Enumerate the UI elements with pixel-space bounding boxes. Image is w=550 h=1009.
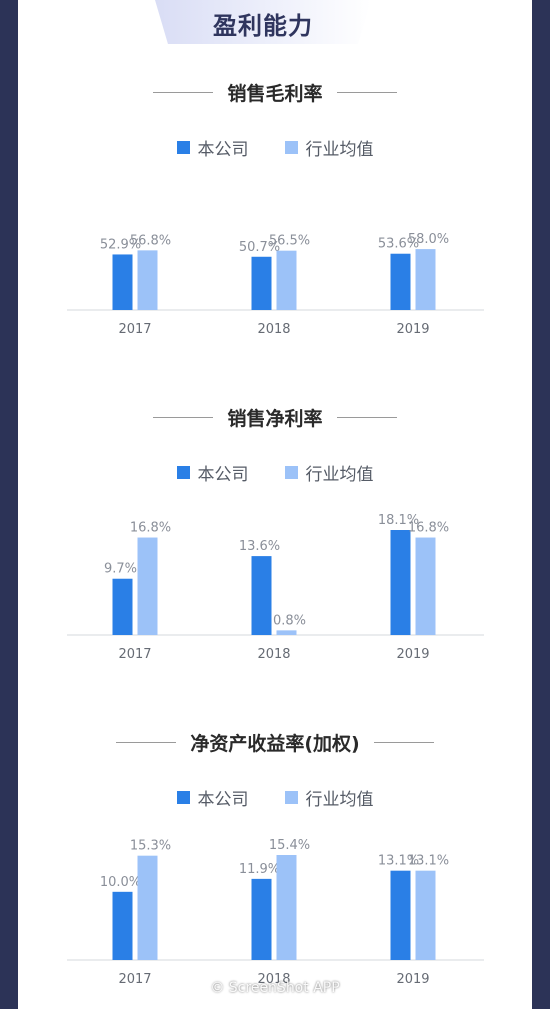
bar-chart-roe: 10.0% 15.3% 2017 11.9% 15.4% 2018 13.1%13.1% 20… (67, 838, 484, 987)
legend-item-company: 本公司 (176, 460, 249, 485)
chart-title: 净资产收益率(加权) (190, 732, 360, 755)
title-divider-left (116, 741, 177, 743)
data-label-company-2019: 53.6% (378, 237, 419, 252)
chart-title-row: 销售净利率 (0, 405, 550, 430)
chart-section-roe: 净资产收益率(加权) 本公司 行业均值 10.0% 15.3% 2017 11.9% 1… (0, 660, 550, 987)
title-divider-right (373, 741, 434, 743)
legend-item-industry: 行业均值 (284, 785, 374, 810)
x-tick-label-2018: 2018 (257, 647, 290, 662)
chart-title: 销售净利率 (227, 407, 323, 430)
bar-industry-2018 (276, 855, 297, 960)
data-label-company-2017: 9.7% (104, 562, 137, 577)
x-tick-label-2019: 2019 (396, 647, 429, 662)
legend-swatch-company (176, 465, 190, 479)
x-tick-label-2018: 2018 (257, 322, 290, 337)
bar-industry-2018 (276, 630, 297, 635)
bar-company-2017 (112, 891, 133, 960)
bar-company-2018 (251, 878, 272, 960)
report-card (18, 0, 532, 1009)
chart-section-net-margin: 销售净利率 本公司 行业均值 9.7% 16.8% 2017 13.6% 0.8% 201… (0, 335, 550, 662)
bar-company-2019 (390, 253, 411, 310)
legend-label-industry: 行业均值 (305, 139, 374, 160)
bar-industry-2017 (137, 250, 158, 310)
bar-company-2018 (251, 556, 272, 635)
title-divider-left (153, 416, 214, 418)
bar-industry-2018 (276, 250, 297, 310)
chart-legend: 本公司 行业均值 (0, 785, 550, 810)
chart-title-row: 销售毛利率 (0, 80, 550, 105)
chart-title-row: 净资产收益率(加权) (0, 730, 550, 755)
legend-item-industry: 行业均值 (284, 460, 374, 485)
legend-swatch-company (176, 790, 190, 804)
data-label-company-2017: 10.0% (100, 875, 141, 890)
x-tick-label-2017: 2017 (118, 647, 151, 662)
legend-swatch-company (176, 140, 190, 154)
legend-label-industry: 行业均值 (305, 464, 374, 485)
bar-company-2017 (112, 578, 133, 635)
legend-label-company: 本公司 (197, 464, 249, 485)
data-label-company-2018: 50.7% (239, 240, 280, 255)
legend-swatch-industry (284, 465, 298, 479)
data-label-company-2019: 18.1% (378, 513, 419, 528)
bar-industry-2017 (137, 537, 158, 635)
data-label-industry-2018: 56.5% (269, 234, 310, 249)
data-label-company-2018: 11.9% (239, 862, 280, 877)
bar-company-2018 (251, 256, 272, 310)
data-label-industry-2017: 15.3% (130, 839, 171, 854)
data-label-industry-2017: 56.8% (130, 233, 171, 248)
title-divider-right (336, 416, 397, 418)
x-tick-label-2019: 2019 (396, 322, 429, 337)
legend-item-industry: 行业均值 (284, 135, 374, 160)
x-tick-label-2017: 2017 (118, 972, 151, 987)
data-label-industry-2018: 0.8% (273, 613, 306, 628)
chart-legend: 本公司 行业均值 (0, 135, 550, 160)
x-tick-label-2018: 2018 (257, 972, 290, 987)
chart-title: 销售毛利率 (227, 82, 323, 105)
data-label-industry-2019: 58.0% (408, 232, 449, 247)
legend-label-company: 本公司 (197, 139, 249, 160)
bar-industry-2017 (137, 855, 158, 960)
bar-industry-2019 (415, 249, 436, 310)
data-label-company-2018: 13.6% (239, 539, 280, 554)
data-label-industry-2019: 13.1% (408, 854, 449, 869)
title-divider-left (153, 91, 214, 93)
x-tick-label-2019: 2019 (396, 972, 429, 987)
legend-label-industry: 行业均值 (305, 789, 374, 810)
page-title: 盈利能力 (213, 12, 313, 40)
legend-item-company: 本公司 (176, 135, 249, 160)
data-label-industry-2018: 15.4% (269, 838, 310, 853)
bar-industry-2019 (415, 870, 436, 960)
legend-item-company: 本公司 (176, 785, 249, 810)
chart-section-gross-margin: 销售毛利率 本公司 行业均值 52.9% 56.8% 2017 50.7% 56.5% 2… (0, 10, 550, 337)
data-label-industry-2019: 16.8% (408, 521, 449, 536)
title-divider-right (336, 91, 397, 93)
x-tick-label-2017: 2017 (118, 322, 151, 337)
legend-swatch-industry (284, 790, 298, 804)
section-header-tab (155, 0, 371, 44)
data-label-company-2019: 13.1% (378, 854, 419, 869)
bar-company-2019 (390, 870, 411, 960)
bar-company-2017 (112, 254, 133, 310)
watermark: © ScreenShot APP (210, 980, 340, 996)
bar-chart-gross-margin: 52.9%56.8% 2017 50.7%56.5% 2018 53.6%58.0% 20… (67, 232, 484, 337)
bar-company-2019 (390, 530, 411, 635)
data-label-company-2017: 52.9% (100, 237, 141, 252)
chart-legend: 本公司 行业均值 (0, 460, 550, 485)
bar-industry-2019 (415, 537, 436, 635)
legend-label-company: 本公司 (197, 789, 249, 810)
data-label-industry-2017: 16.8% (130, 521, 171, 536)
legend-swatch-industry (284, 140, 298, 154)
